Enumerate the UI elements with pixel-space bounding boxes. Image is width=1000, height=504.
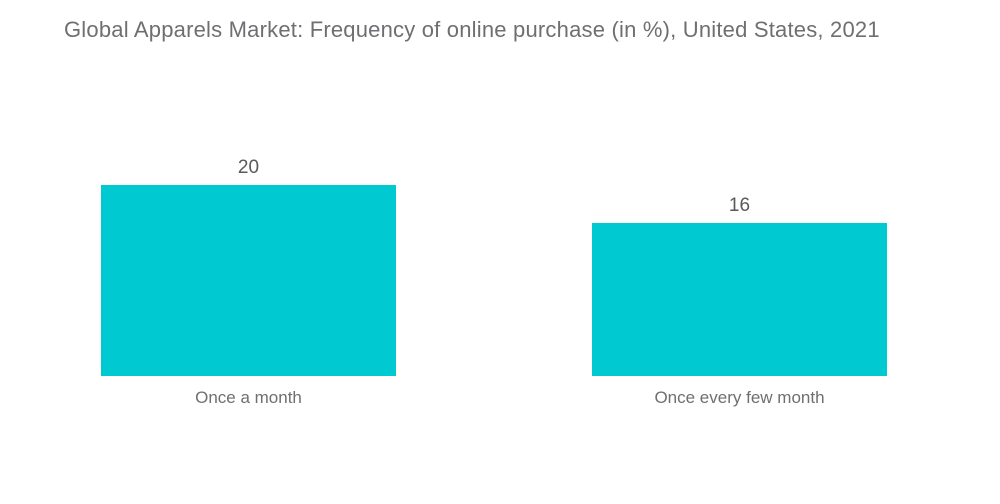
bar-category-label: Once every few month (654, 388, 825, 407)
chart-title: Global Apparels Market: Frequency of onl… (64, 17, 880, 42)
bar-once-every-few-month (592, 223, 887, 376)
bar-value-label: 20 (237, 157, 260, 178)
bar-value-label: 16 (728, 195, 751, 216)
bar-once-a-month (101, 185, 396, 376)
bar-category-label: Once a month (195, 388, 302, 407)
bar-group-once-every-few-month: 16 Once every few month (592, 195, 887, 407)
bar-group-once-a-month: 20 Once a month (101, 157, 396, 407)
